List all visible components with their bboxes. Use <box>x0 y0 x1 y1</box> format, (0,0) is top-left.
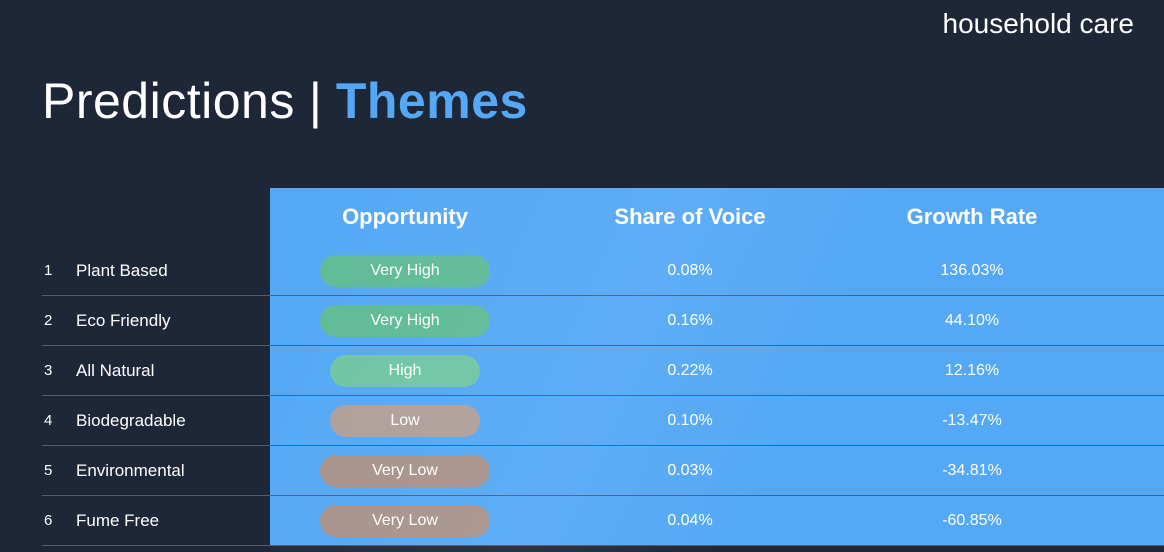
category-label: household care <box>943 8 1134 40</box>
row-opportunity-cell: Very High <box>270 246 540 295</box>
opportunity-pill: Very Low <box>320 505 490 537</box>
table-header-row: Opportunity Share of Voice Growth Rate <box>42 188 1164 246</box>
table-row: 6Fume Free Very Low 0.04%-60.85% <box>42 496 1164 546</box>
row-growth-rate: -34.81% <box>840 446 1164 495</box>
row-name: Environmental <box>76 461 270 481</box>
row-number: 2 <box>42 312 76 329</box>
row-name: Fume Free <box>76 511 270 531</box>
row-share-of-voice: 0.08% <box>540 246 840 295</box>
row-number: 3 <box>42 362 76 379</box>
row-growth-rate: -13.47% <box>840 396 1164 445</box>
row-share-of-voice: 0.10% <box>540 396 840 445</box>
row-opportunity-cell: Very Low <box>270 446 540 495</box>
header-growth-rate: Growth Rate <box>840 188 1164 246</box>
header-opportunity: Opportunity <box>270 188 540 246</box>
table-row: 5Environmental Very Low 0.03%-34.81% <box>42 446 1164 496</box>
row-name: All Natural <box>76 361 270 381</box>
row-opportunity-cell: High <box>270 346 540 395</box>
opportunity-pill: Very High <box>320 305 490 337</box>
row-number: 6 <box>42 512 76 529</box>
title-right: Themes <box>336 72 528 130</box>
row-number: 1 <box>42 262 76 279</box>
opportunity-pill: Very High <box>320 255 490 287</box>
table-row: 3All Natural High 0.22%12.16% <box>42 346 1164 396</box>
row-growth-rate: 136.03% <box>840 246 1164 295</box>
title-left: Predictions <box>42 72 295 130</box>
table-row: 1Plant Based Very High 0.08%136.03% <box>42 246 1164 296</box>
row-name: Eco Friendly <box>76 311 270 331</box>
row-growth-rate: 44.10% <box>840 296 1164 345</box>
row-growth-rate: -60.85% <box>840 496 1164 545</box>
row-number: 5 <box>42 462 76 479</box>
row-opportunity-cell: Very High <box>270 296 540 345</box>
title-separator: | <box>309 72 322 130</box>
row-number: 4 <box>42 412 76 429</box>
row-share-of-voice: 0.04% <box>540 496 840 545</box>
predictions-table: Opportunity Share of Voice Growth Rate 1… <box>42 188 1164 546</box>
row-opportunity-cell: Very Low <box>270 496 540 545</box>
table-row: 4Biodegradable Low 0.10%-13.47% <box>42 396 1164 446</box>
row-growth-rate: 12.16% <box>840 346 1164 395</box>
opportunity-pill: Very Low <box>320 455 490 487</box>
row-share-of-voice: 0.03% <box>540 446 840 495</box>
opportunity-pill: Low <box>330 405 480 437</box>
header-share-of-voice: Share of Voice <box>540 188 840 246</box>
row-name: Plant Based <box>76 261 270 281</box>
row-name: Biodegradable <box>76 411 270 431</box>
opportunity-pill: High <box>330 355 480 387</box>
row-share-of-voice: 0.22% <box>540 346 840 395</box>
row-share-of-voice: 0.16% <box>540 296 840 345</box>
row-opportunity-cell: Low <box>270 396 540 445</box>
table-row: 2Eco Friendly Very High 0.16%44.10% <box>42 296 1164 346</box>
